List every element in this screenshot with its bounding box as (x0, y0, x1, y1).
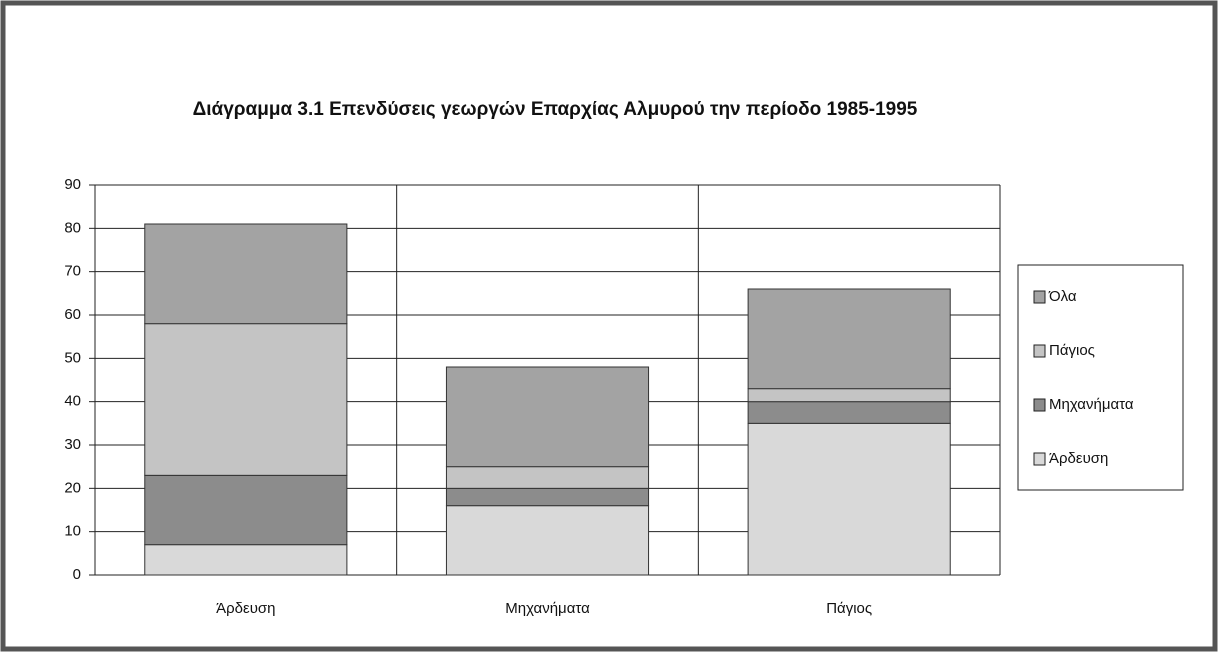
legend-label: Πάγιος (1049, 342, 1095, 359)
bar-segment (144, 474, 348, 546)
legend-label: Άρδευση (1049, 450, 1108, 467)
bar-segment (144, 323, 348, 476)
bar-segment (445, 466, 650, 489)
bar-segment (445, 505, 650, 576)
x-tick-label: Μηχανήματα (505, 600, 590, 617)
bar-segment (445, 487, 650, 507)
y-tick-label: 80 (64, 219, 81, 236)
y-tick-label: 20 (64, 479, 81, 496)
y-tick-label: 40 (64, 393, 81, 410)
legend-swatch (1033, 398, 1046, 412)
legend-swatch (1033, 290, 1046, 304)
bar-segment (445, 366, 650, 468)
bar-segment (747, 288, 951, 390)
y-tick-label: 60 (64, 306, 81, 323)
x-tick-label: Πάγιος (826, 600, 872, 617)
chart-title: Διάγραμμα 3.1 Επενδύσεις γεωργών Επαρχία… (192, 99, 918, 120)
legend-swatch (1033, 452, 1046, 466)
bar-segment (747, 401, 951, 424)
bar-segment (144, 223, 348, 325)
y-tick-label: 0 (73, 566, 81, 583)
bar-segment (747, 388, 951, 403)
legend-label: Μηχανήματα (1049, 396, 1134, 413)
y-tick-label: 10 (64, 523, 81, 540)
legend-label: Όλα (1048, 288, 1077, 305)
y-tick-label: 50 (64, 349, 81, 366)
y-tick-label: 90 (64, 176, 81, 193)
y-tick-label: 30 (64, 436, 81, 453)
bar-segment (747, 422, 951, 576)
x-tick-label: Άρδευση (216, 600, 275, 617)
y-tick-label: 70 (64, 263, 81, 280)
legend-swatch (1033, 344, 1046, 358)
bar-segment (144, 544, 348, 576)
